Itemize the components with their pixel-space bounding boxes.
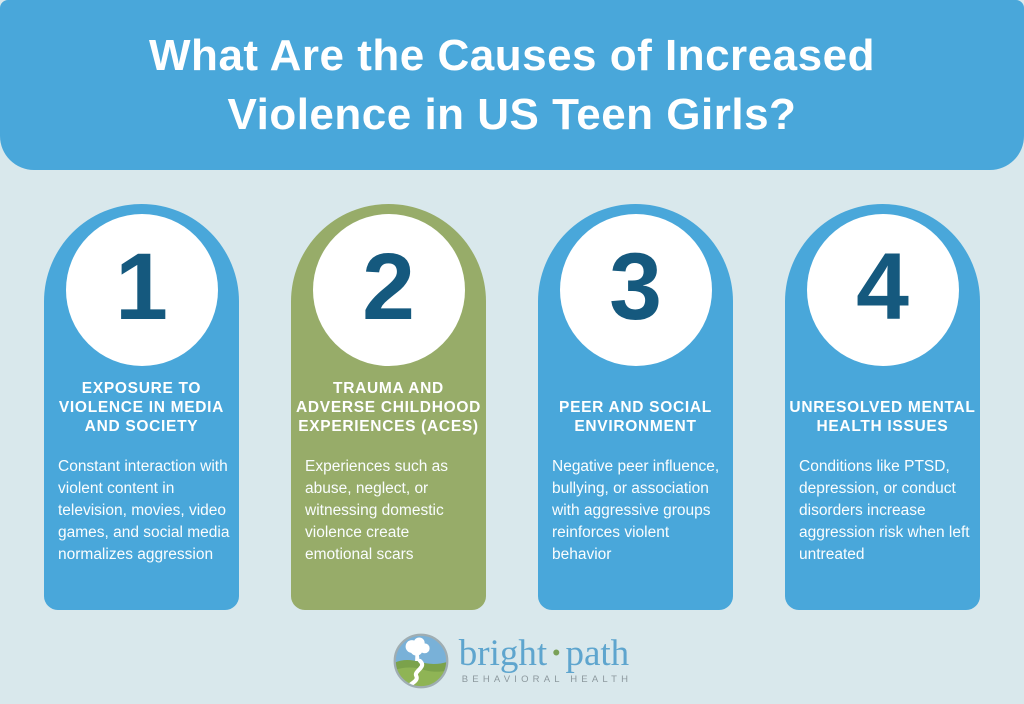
number-badge: 4	[806, 214, 959, 366]
brand-word-path: path	[565, 633, 630, 674]
brand-logo: bright · path BEHAVIORAL HEALTH	[0, 632, 1024, 690]
cause-card-1: 1 EXPOSURE TO VIOLENCE IN MEDIA AND SOCI…	[44, 204, 239, 610]
cause-heading: PEER AND SOCIAL ENVIRONMENT	[559, 366, 712, 436]
cause-heading-line: VIOLENCE IN MEDIA	[58, 399, 225, 416]
header-banner: What Are the Causes of Increased Violenc…	[0, 0, 1024, 170]
cause-heading: EXPOSURE TO VIOLENCE IN MEDIA AND SOCIET…	[59, 366, 224, 436]
brand-subtitle: BEHAVIORAL HEALTH	[461, 674, 633, 685]
cause-heading-line: AND SOCIETY	[84, 418, 199, 435]
number-badge: 3	[559, 214, 712, 366]
page-title-line-1: What Are the Causes of Increased	[149, 31, 875, 80]
cause-heading-line: ADVERSE CHILDHOOD	[296, 399, 481, 416]
cause-heading-line: EXPERIENCES (ACES)	[298, 418, 479, 435]
cause-heading-line: TRAUMA AND	[333, 380, 444, 397]
brand-word-bright: bright	[458, 633, 548, 674]
cause-card-2: 2 TRAUMA AND ADVERSE CHILDHOOD EXPERIENC…	[291, 204, 486, 610]
cause-heading-line: EXPOSURE TO	[81, 380, 202, 397]
brand-wordmark: bright · path BEHAVIORAL HEALTH	[458, 633, 633, 685]
cause-description: Negative peer influence, bullying, or as…	[552, 458, 720, 563]
brightpath-logo-icon	[393, 633, 449, 689]
page-title: What Are the Causes of Increased Violenc…	[149, 26, 875, 144]
cause-number: 4	[856, 233, 909, 340]
cause-number: 1	[115, 233, 168, 340]
causes-columns: 1 EXPOSURE TO VIOLENCE IN MEDIA AND SOCI…	[0, 204, 1024, 610]
number-badge: 2	[312, 214, 465, 366]
brand-name: bright · path	[458, 633, 632, 674]
cause-heading-line: ENVIRONMENT	[574, 418, 697, 435]
cause-number: 2	[362, 233, 415, 340]
cause-card-3: 3 PEER AND SOCIAL ENVIRONMENT Negative p…	[538, 204, 733, 610]
cause-number: 3	[609, 233, 662, 340]
cause-heading-line: UNRESOLVED MENTAL	[789, 399, 976, 416]
cause-heading-line: PEER AND SOCIAL	[559, 399, 712, 416]
cause-card-4: 4 UNRESOLVED MENTAL HEALTH ISSUES Condit…	[785, 204, 980, 610]
cause-heading: TRAUMA AND ADVERSE CHILDHOOD EXPERIENCES…	[296, 366, 481, 436]
page-title-line-2: Violence in US Teen Girls?	[227, 90, 797, 139]
cause-heading-line: HEALTH ISSUES	[816, 418, 949, 435]
cause-description: Experiences such as abuse, neglect, or w…	[305, 458, 449, 563]
brand-dot-separator: ·	[550, 633, 563, 674]
number-badge: 1	[65, 214, 218, 366]
cause-description: Constant interaction with violent conten…	[58, 458, 230, 563]
cause-heading: UNRESOLVED MENTAL HEALTH ISSUES	[789, 366, 975, 436]
cause-description: Conditions like PTSD, depression, or con…	[799, 458, 970, 563]
